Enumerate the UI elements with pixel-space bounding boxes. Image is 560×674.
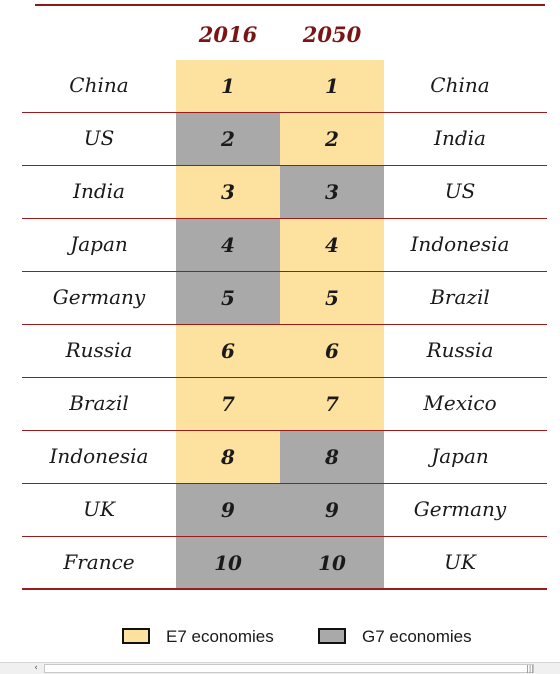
rank-cell-2050: 1 bbox=[280, 60, 384, 113]
rank-cell-2016: 9 bbox=[176, 484, 280, 537]
rank-cell-2016: 5 bbox=[176, 272, 280, 325]
country-2016: Brazil bbox=[69, 391, 129, 415]
table-row: Japan 4 4 Indonesia bbox=[22, 219, 547, 272]
table-row: China 1 1 China bbox=[22, 60, 547, 113]
rank-cell-2050: 9 bbox=[280, 484, 384, 537]
year-header-2016: 2016 bbox=[198, 22, 258, 47]
row-divider bbox=[22, 483, 547, 484]
year-header-2050: 2050 bbox=[302, 22, 362, 47]
country-2050: Indonesia bbox=[410, 232, 510, 256]
g7-legend-label: G7 economies bbox=[362, 627, 472, 646]
table-row: France 10 10 UK bbox=[22, 537, 547, 590]
grip-icon: ||| bbox=[526, 664, 535, 673]
rank-cell-2050: 5 bbox=[280, 272, 384, 325]
rank-cell-2050: 7 bbox=[280, 378, 384, 431]
row-divider bbox=[22, 165, 547, 166]
row-divider bbox=[22, 430, 547, 431]
country-2050: US bbox=[444, 179, 476, 203]
country-2050: Russia bbox=[426, 338, 494, 362]
row-divider bbox=[22, 377, 547, 378]
country-2016: UK bbox=[83, 497, 115, 521]
rank-cell-2050: 6 bbox=[280, 325, 384, 378]
country-2050: China bbox=[430, 73, 490, 97]
legend: E7 economies G7 economies bbox=[0, 626, 560, 650]
country-2050: India bbox=[434, 126, 486, 150]
horizontal-scrollbar[interactable]: ‹ ||| bbox=[0, 662, 560, 674]
table-row: India 3 3 US bbox=[22, 166, 547, 219]
country-2050: Germany bbox=[413, 497, 507, 521]
table-row: Brazil 7 7 Mexico bbox=[22, 378, 547, 431]
top-rule bbox=[35, 4, 545, 6]
rank-cell-2050: 8 bbox=[280, 431, 384, 484]
country-2016: US bbox=[83, 126, 115, 150]
e7-legend-label: E7 economies bbox=[166, 627, 274, 646]
country-2016: Japan bbox=[70, 232, 128, 256]
rank-cell-2016: 6 bbox=[176, 325, 280, 378]
row-divider bbox=[22, 112, 547, 113]
country-2016: France bbox=[63, 550, 135, 574]
row-divider bbox=[22, 324, 547, 325]
row-divider bbox=[22, 218, 547, 219]
rank-cell-2016: 1 bbox=[176, 60, 280, 113]
rank-cell-2016: 3 bbox=[176, 166, 280, 219]
g7-swatch bbox=[318, 628, 346, 644]
rank-cell-2016: 10 bbox=[176, 537, 280, 590]
country-2016: Indonesia bbox=[49, 444, 149, 468]
rank-cell-2050: 3 bbox=[280, 166, 384, 219]
row-divider bbox=[22, 588, 547, 590]
table-row: US 2 2 India bbox=[22, 113, 547, 166]
country-2016: Germany bbox=[52, 285, 146, 309]
rank-cell-2050: 4 bbox=[280, 219, 384, 272]
e7-swatch bbox=[122, 628, 150, 644]
country-2050: Brazil bbox=[430, 285, 490, 309]
row-divider bbox=[22, 271, 547, 272]
row-divider bbox=[22, 536, 547, 537]
country-2016: Russia bbox=[65, 338, 133, 362]
rank-cell-2016: 2 bbox=[176, 113, 280, 166]
table-row: Russia 6 6 Russia bbox=[22, 325, 547, 378]
rank-cell-2050: 2 bbox=[280, 113, 384, 166]
rank-cell-2016: 4 bbox=[176, 219, 280, 272]
chevron-left-icon[interactable]: ‹ bbox=[34, 663, 38, 673]
scrollbar-thumb[interactable] bbox=[44, 664, 534, 673]
country-2016: China bbox=[69, 73, 129, 97]
rank-cell-2016: 7 bbox=[176, 378, 280, 431]
table-row: Germany 5 5 Brazil bbox=[22, 272, 547, 325]
rank-cell-2016: 8 bbox=[176, 431, 280, 484]
rank-cell-2050: 10 bbox=[280, 537, 384, 590]
table-row: UK 9 9 Germany bbox=[22, 484, 547, 537]
country-2050: Mexico bbox=[423, 391, 497, 415]
table-row: Indonesia 8 8 Japan bbox=[22, 431, 547, 484]
country-2050: Japan bbox=[431, 444, 489, 468]
country-2016: India bbox=[73, 179, 125, 203]
country-2050: UK bbox=[444, 550, 476, 574]
